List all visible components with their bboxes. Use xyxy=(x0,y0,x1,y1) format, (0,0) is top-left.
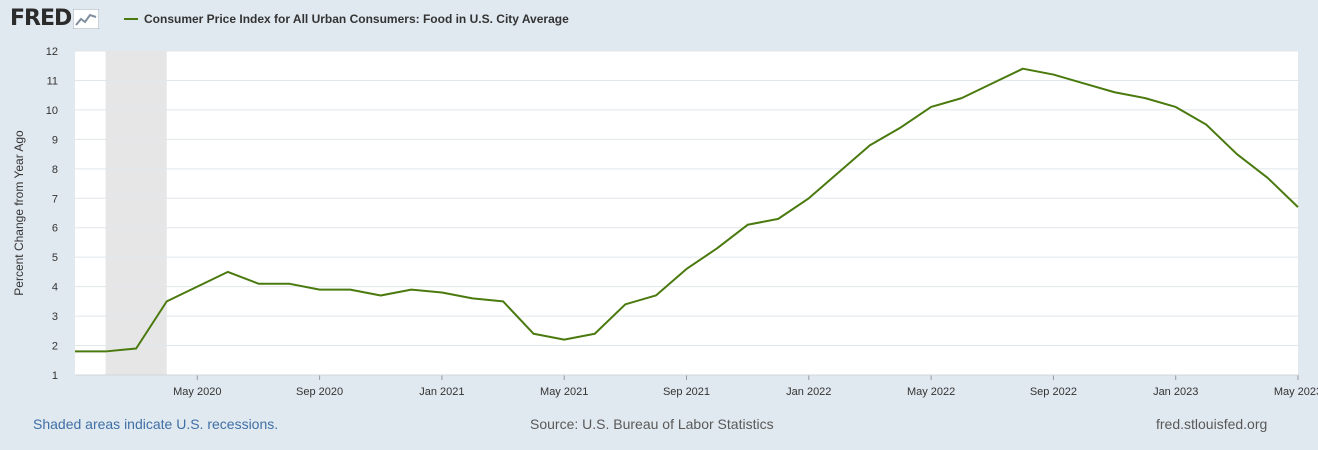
series-line-food-cpi[interactable] xyxy=(75,67,1299,353)
data-point[interactable] xyxy=(1142,95,1148,101)
y-tick-label: 9 xyxy=(52,134,58,146)
data-point[interactable] xyxy=(347,287,353,293)
x-tick-label: Jan 2021 xyxy=(419,386,464,398)
data-point[interactable] xyxy=(745,222,751,228)
legend-swatch xyxy=(124,18,138,20)
data-point[interactable] xyxy=(286,281,292,287)
x-tick-label: May 2022 xyxy=(907,386,955,398)
y-tick-label: 6 xyxy=(52,223,58,235)
data-point[interactable] xyxy=(1081,80,1087,86)
x-tick-label: Jan 2022 xyxy=(786,386,831,398)
y-tick-label: 8 xyxy=(52,164,58,176)
data-point[interactable] xyxy=(72,348,78,354)
data-point[interactable] xyxy=(439,290,445,296)
data-point[interactable] xyxy=(1112,89,1118,95)
data-point[interactable] xyxy=(408,287,414,293)
x-tick-label: Sep 2021 xyxy=(663,386,710,398)
data-point[interactable] xyxy=(714,245,720,251)
data-point[interactable] xyxy=(622,301,628,307)
recession-note: Shaded areas indicate U.S. recessions. xyxy=(33,416,279,432)
x-tick-label: May 2023 xyxy=(1274,386,1318,398)
y-axis-label: Percent Change from Year Ago xyxy=(12,130,26,296)
y-tick-label: 12 xyxy=(46,46,58,58)
y-tick-label: 10 xyxy=(46,105,58,117)
data-point[interactable] xyxy=(103,348,109,354)
fred-logo[interactable]: FRED xyxy=(10,6,100,31)
data-point[interactable] xyxy=(1295,204,1301,210)
x-tick-label: May 2020 xyxy=(173,386,221,398)
data-point[interactable] xyxy=(133,345,139,351)
data-point[interactable] xyxy=(928,104,934,110)
legend-label: Consumer Price Index for All Urban Consu… xyxy=(144,12,569,26)
data-point[interactable] xyxy=(1203,122,1209,128)
y-tick-label: 1 xyxy=(52,370,58,382)
recession-band-0 xyxy=(105,51,167,375)
data-point[interactable] xyxy=(500,298,506,304)
data-point[interactable] xyxy=(1173,104,1179,110)
data-point[interactable] xyxy=(775,216,781,222)
data-point[interactable] xyxy=(898,125,904,131)
x-tick-label: Jan 2023 xyxy=(1153,386,1198,398)
y-tick-label: 11 xyxy=(47,75,58,87)
fred-chart-icon xyxy=(73,9,100,29)
source-note: Source: U.S. Bureau of Labor Statistics xyxy=(530,416,774,432)
data-point[interactable] xyxy=(806,195,812,201)
grid-lines xyxy=(75,50,1298,376)
data-point[interactable] xyxy=(1234,151,1240,157)
data-point[interactable] xyxy=(592,331,598,337)
data-point[interactable] xyxy=(378,292,384,298)
data-point[interactable] xyxy=(531,331,537,337)
chart-legend: Consumer Price Index for All Urban Consu… xyxy=(124,12,569,26)
data-point[interactable] xyxy=(317,287,323,293)
y-tick-label: 2 xyxy=(52,341,58,353)
y-tick-label: 5 xyxy=(52,252,58,264)
data-point[interactable] xyxy=(836,169,842,175)
x-tick-label: Sep 2020 xyxy=(296,386,343,398)
data-point[interactable] xyxy=(194,284,200,290)
data-point[interactable] xyxy=(255,281,261,287)
data-point[interactable] xyxy=(989,80,995,86)
site-link[interactable]: fred.stlouisfed.org xyxy=(1156,416,1268,432)
y-tick-label: 4 xyxy=(52,282,58,294)
x-tick-label: May 2021 xyxy=(540,386,588,398)
data-point[interactable] xyxy=(1050,72,1056,78)
y-tick-label: 7 xyxy=(52,193,58,205)
data-point[interactable] xyxy=(959,95,965,101)
recession-shading xyxy=(105,51,167,375)
x-axis-ticks: May 2020 Sep 2020 Jan 2021 May 2021 Sep 2021… xyxy=(75,374,1318,398)
data-point[interactable] xyxy=(561,337,567,343)
data-point[interactable] xyxy=(867,142,873,148)
x-tick-label: Sep 2022 xyxy=(1030,386,1077,398)
data-point[interactable] xyxy=(1264,175,1270,181)
data-point[interactable] xyxy=(684,266,690,272)
data-point[interactable] xyxy=(469,295,475,301)
series-layer xyxy=(72,66,1301,354)
data-point[interactable] xyxy=(653,292,659,298)
data-point[interactable] xyxy=(225,269,231,275)
fred-logo-text: FRED xyxy=(10,6,72,31)
data-point[interactable] xyxy=(1020,66,1026,72)
plot-area xyxy=(75,51,1298,375)
y-tick-label: 3 xyxy=(52,311,58,323)
data-point[interactable] xyxy=(164,298,170,304)
